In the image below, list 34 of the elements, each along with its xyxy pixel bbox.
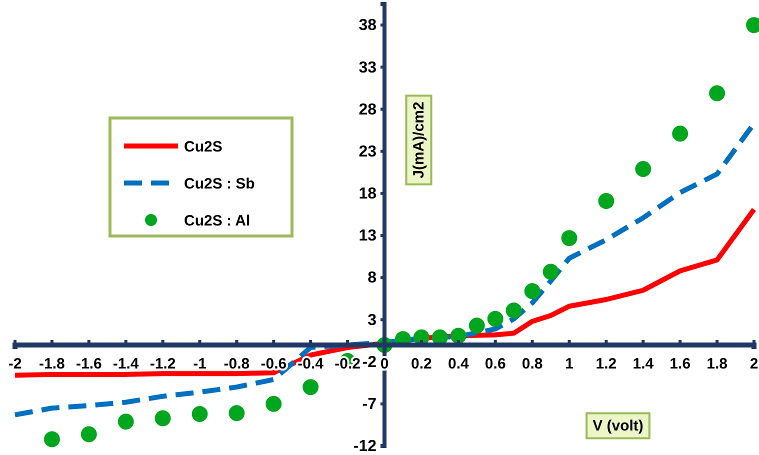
- x-axis-title: V (volt): [592, 417, 644, 434]
- x-tick-label: -1.4: [112, 356, 140, 373]
- x-tick-label: -1: [193, 356, 206, 373]
- y-tick-label: 38: [358, 17, 377, 34]
- x-tick-label: -1.6: [76, 356, 102, 373]
- legend-label: Cu2S: [184, 138, 222, 156]
- y-tick-label: 8: [368, 270, 377, 287]
- x-tick-label: -1.2: [150, 356, 176, 373]
- y-tick-label: 33: [358, 59, 377, 76]
- x-tick-label: 0.4: [448, 356, 470, 373]
- x-tick-label: -0.4: [298, 356, 324, 373]
- x-tick-label: 0.8: [522, 356, 543, 373]
- y-tick-label: 28: [358, 101, 377, 118]
- legend-label: Cu2S : Al: [184, 212, 250, 230]
- x-tick-label: 1.4: [632, 356, 654, 373]
- legend-label: Cu2S : Sb: [184, 175, 255, 192]
- y-axis-title: J(mA)/cm2: [410, 102, 428, 178]
- y-tick-label: 13: [358, 228, 377, 245]
- x-tick-label: -0.8: [224, 356, 250, 373]
- x-tick-label: 0.6: [484, 356, 506, 373]
- x-tick-label: -1.8: [39, 356, 65, 373]
- x-tick-label: 1.8: [706, 356, 728, 373]
- x-tick-label: 1: [565, 356, 574, 373]
- y-tick-label: 18: [358, 186, 377, 203]
- x-tick-label: -2: [8, 356, 22, 373]
- x-tick-label: -0.6: [260, 356, 287, 373]
- x-tick-label: 1.6: [670, 356, 691, 373]
- y-tick-label: 23: [358, 143, 377, 160]
- y-tick-label: -7: [362, 396, 377, 414]
- x-tick-label: 2: [750, 356, 758, 373]
- x-tick-label: 1.2: [596, 356, 617, 373]
- y-tick-label: -12: [353, 438, 377, 455]
- y-tick-label: 3: [368, 312, 377, 329]
- x-tick-label: 0.2: [411, 356, 432, 373]
